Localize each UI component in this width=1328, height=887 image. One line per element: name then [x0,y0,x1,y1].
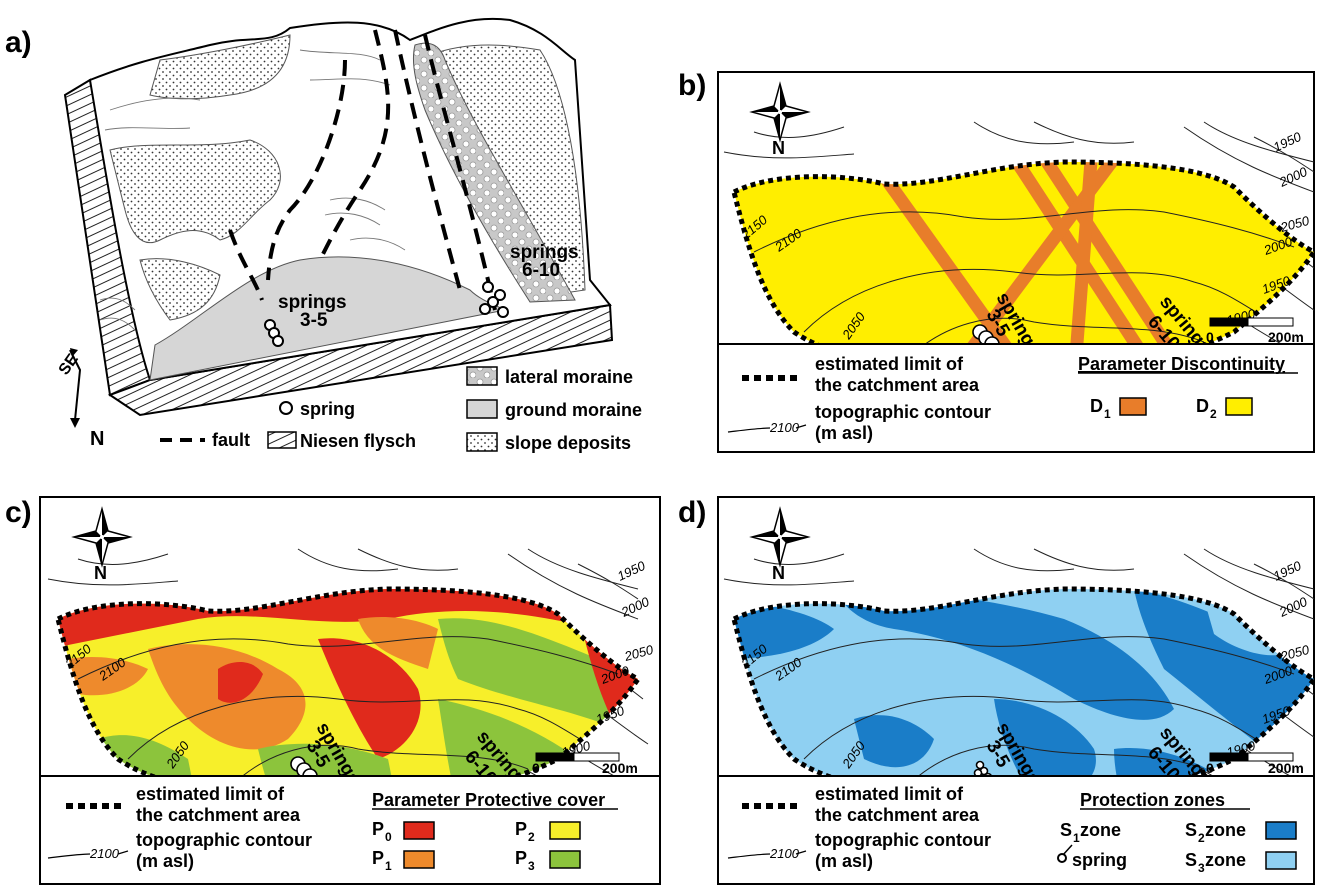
panel-a-letter: a) [5,26,32,59]
scale-zero: 0 [1206,760,1214,776]
legend-spring-symbol [280,402,292,414]
legend-spring-symbol [1058,854,1066,862]
legend-s1-label: S [1060,820,1072,840]
orientation-arrowhead-bottom [70,418,80,428]
legend-title: Protection zones [1080,790,1225,810]
legend-topo-line2: (m asl) [815,423,873,443]
legend-d2-sub: 2 [1210,407,1217,421]
legend-p2-label: P [515,819,527,839]
legend-s3-label: S [1185,850,1197,870]
legend-niesen-label: Niesen flysch [300,431,416,451]
legend-limit-line2: the catchment area [136,805,301,825]
legend-p2-swatch [550,822,580,839]
legend-p1-label: P [372,848,384,868]
panel-d-letter: d) [678,496,706,529]
panel-d: d) [678,496,1328,884]
legend-spring-label: spring [1072,850,1127,870]
legend-limit-line1: estimated limit of [136,784,285,804]
legend-topo-line1: topographic contour [815,830,991,850]
legend-limit-line2: the catchment area [815,805,980,825]
legend-niesen-swatch [268,432,296,448]
legend-lateral-swatch [467,367,497,385]
legend-p0-swatch [404,822,434,839]
legend-d1-swatch [1120,398,1146,415]
scale-zero: 0 [532,760,540,776]
springs-3-5-number: 3-5 [300,310,328,331]
scale-bar-black [1210,753,1248,761]
legend-d1-sub: 1 [1104,407,1111,421]
legend-s3-swatch [1266,852,1296,869]
scale-end: 200m [1268,329,1304,345]
north-label: N [772,138,785,158]
legend-p1-swatch [404,851,434,868]
legend-p0-sub: 0 [385,830,392,844]
legend-limit-line2: the catchment area [815,375,980,395]
springs-6-10-number: 6-10 [522,260,560,281]
legend-contour-value: 2100 [769,846,800,861]
legend-contour-value: 2100 [89,846,120,861]
scale-end: 200m [602,760,638,776]
legend-title: Parameter Discontinuity [1078,354,1285,374]
scale-bar-black [1210,318,1248,326]
legend-title: Parameter Protective cover [372,790,605,810]
panel-c: c) [5,496,668,884]
legend-slope-swatch [467,433,497,451]
legend-ground-swatch [467,400,497,418]
legend-s3-zone: zone [1205,850,1246,870]
legend-ground-label: ground moraine [505,400,642,420]
legend-limit-line1: estimated limit of [815,354,964,374]
panel-b: b) [678,69,1324,452]
scale-zero: 0 [1206,329,1214,345]
legend-p2-sub: 2 [528,830,535,844]
legend-s2-sub: 2 [1198,831,1205,845]
legend-contour-value: 2100 [769,420,800,435]
legend-s3-sub: 3 [1198,861,1205,875]
north-label: N [772,563,785,583]
legend-topo-line1: topographic contour [136,830,312,850]
legend-topo-line2: (m asl) [136,851,194,871]
legend-fault-label: fault [212,430,250,450]
n-label: N [90,428,104,450]
scale-end: 200m [1268,760,1304,776]
legend-s2-swatch [1266,822,1296,839]
legend-lateral-label: lateral moraine [505,367,633,387]
scale-bar-black [536,753,574,761]
legend-d2-swatch [1226,398,1252,415]
legend-d2-label: D [1196,396,1209,416]
legend-d1-label: D [1090,396,1103,416]
legend-topo-line1: topographic contour [815,402,991,422]
scale-bar-white [1248,318,1293,326]
legend-s2-label: S [1185,820,1197,840]
legend-slope-label: slope deposits [505,433,631,453]
legend-limit-line1: estimated limit of [815,784,964,804]
legend-p1-sub: 1 [385,859,392,873]
north-label: N [94,563,107,583]
legend-topo-line2: (m asl) [815,851,873,871]
legend-s2-zone: zone [1205,820,1246,840]
legend-spring-label: spring [300,399,355,419]
legend-p0-label: P [372,819,384,839]
panel-a: a) [5,19,642,453]
legend-p3-sub: 3 [528,859,535,873]
legend-s1-zone: zone [1080,820,1121,840]
panel-c-letter: c) [5,496,32,529]
legend-p3-label: P [515,848,527,868]
panel-b-letter: b) [678,69,706,102]
legend-s1-sub: 1 [1073,831,1080,845]
legend-p3-swatch [550,851,580,868]
